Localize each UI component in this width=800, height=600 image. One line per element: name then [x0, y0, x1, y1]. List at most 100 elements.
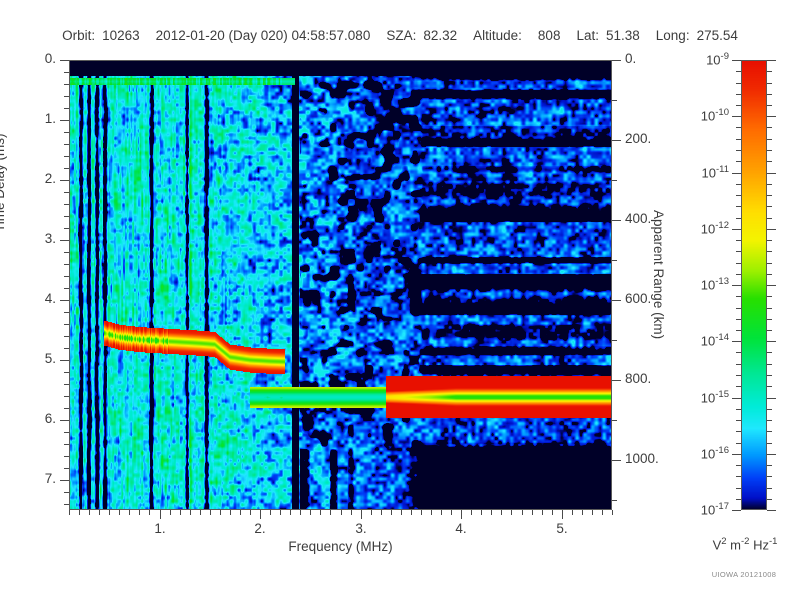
- axis-tick: [767, 398, 776, 399]
- axis-tick-label: 2.: [44, 171, 56, 186]
- colorbar-tick-label: 10-15: [700, 389, 729, 406]
- axis-tick: [736, 330, 741, 331]
- axis-tick: [767, 150, 772, 151]
- axis-tick: [736, 375, 741, 376]
- axis-tick: [60, 300, 69, 301]
- units-m-exp: -2: [741, 536, 750, 547]
- axis-tick: [612, 460, 621, 461]
- axis-tick: [290, 510, 291, 515]
- axis-tick: [767, 161, 772, 162]
- axis-tick: [341, 510, 342, 515]
- axis-tick: [767, 127, 772, 128]
- axis-tick: [732, 116, 741, 117]
- apparent-range-axis-title: Apparent Range (km): [651, 210, 666, 340]
- axis-tick: [582, 510, 583, 515]
- axis-tick: [572, 510, 573, 515]
- axis-tick: [461, 510, 462, 519]
- colorbar-units-label: V2 m-2 Hz-1: [690, 536, 800, 552]
- axis-tick-label: 3.: [355, 521, 367, 536]
- axis-tick: [330, 510, 331, 515]
- axis-tick: [767, 454, 776, 455]
- axis-tick: [612, 380, 621, 381]
- axis-tick: [736, 409, 741, 410]
- axis-tick: [230, 510, 231, 515]
- axis-tick: [767, 60, 776, 61]
- axis-tick: [736, 296, 741, 297]
- observation-datetime: 2012-01-20 (Day 020) 04:58:57.080: [155, 28, 371, 43]
- axis-tick: [767, 488, 772, 489]
- colorbar-gradient: [741, 60, 767, 510]
- axis-tick: [64, 192, 69, 193]
- colorbar-tick-label: 10-13: [700, 276, 729, 293]
- axis-tick: [767, 263, 772, 264]
- axis-tick: [612, 340, 617, 341]
- axis-tick: [64, 156, 69, 157]
- axis-tick: [260, 510, 261, 519]
- axis-tick: [736, 274, 741, 275]
- colorbar-tick-label: 10-17: [700, 501, 729, 518]
- axis-tick: [767, 352, 772, 353]
- axis-tick: [532, 510, 533, 515]
- axis-tick: [64, 312, 69, 313]
- axis-tick: [767, 330, 772, 331]
- axis-tick: [732, 454, 741, 455]
- axis-tick: [64, 384, 69, 385]
- axis-tick: [451, 510, 452, 515]
- axis-tick: [250, 510, 251, 515]
- axis-tick: [736, 94, 741, 95]
- axis-tick-label: 5.: [44, 351, 56, 366]
- axis-tick: [612, 60, 621, 61]
- axis-tick: [501, 510, 502, 515]
- axis-tick: [767, 218, 772, 219]
- axis-tick-label: 600.: [625, 291, 652, 306]
- axis-tick: [89, 510, 90, 515]
- axis-tick: [310, 510, 311, 515]
- axis-tick: [64, 492, 69, 493]
- axis-tick: [64, 372, 69, 373]
- axis-tick: [612, 500, 617, 501]
- axis-tick: [270, 510, 271, 515]
- colorbar-tick-label: 10-10: [700, 107, 729, 124]
- axis-tick: [64, 144, 69, 145]
- axis-tick: [64, 228, 69, 229]
- colorbar-tick-label: 10-11: [701, 164, 730, 181]
- axis-tick: [320, 510, 321, 515]
- axis-tick-label: 4.: [44, 291, 56, 306]
- axis-tick: [64, 72, 69, 73]
- axis-tick: [767, 71, 772, 72]
- axis-tick: [60, 360, 69, 361]
- axis-tick: [139, 510, 140, 515]
- axis-tick: [736, 240, 741, 241]
- axis-tick: [736, 206, 741, 207]
- axis-tick: [612, 300, 621, 301]
- axis-tick: [361, 510, 362, 519]
- axis-tick: [190, 510, 191, 515]
- axis-tick: [767, 476, 772, 477]
- axis-tick: [69, 510, 70, 515]
- axis-tick: [767, 308, 772, 309]
- colorbar-tick-label: 10-9: [706, 51, 729, 68]
- axis-tick-label: 3.: [44, 231, 56, 246]
- metadata-header: Orbit: 10263 2012-01-20 (Day 020) 04:58:…: [0, 28, 800, 48]
- axis-tick: [99, 510, 100, 515]
- long-label: Long:: [655, 28, 690, 43]
- axis-tick: [210, 510, 211, 515]
- orbit-value: 10263: [102, 28, 140, 43]
- axis-tick-label: 6.: [44, 411, 56, 426]
- units-m: m: [730, 537, 741, 553]
- axis-tick: [64, 168, 69, 169]
- axis-tick: [612, 180, 617, 181]
- axis-tick: [592, 510, 593, 515]
- colorbar-tick-label: 10-16: [700, 445, 729, 462]
- axis-tick: [732, 285, 741, 286]
- axis-tick: [542, 510, 543, 515]
- axis-tick: [767, 274, 772, 275]
- colorbar-tick-label: 10-12: [700, 220, 729, 237]
- axis-tick: [129, 510, 130, 515]
- axis-tick: [351, 510, 352, 515]
- axis-tick: [401, 510, 402, 515]
- axis-tick: [767, 375, 772, 376]
- units-hz: Hz: [753, 537, 769, 553]
- axis-tick: [767, 443, 772, 444]
- axis-tick: [736, 218, 741, 219]
